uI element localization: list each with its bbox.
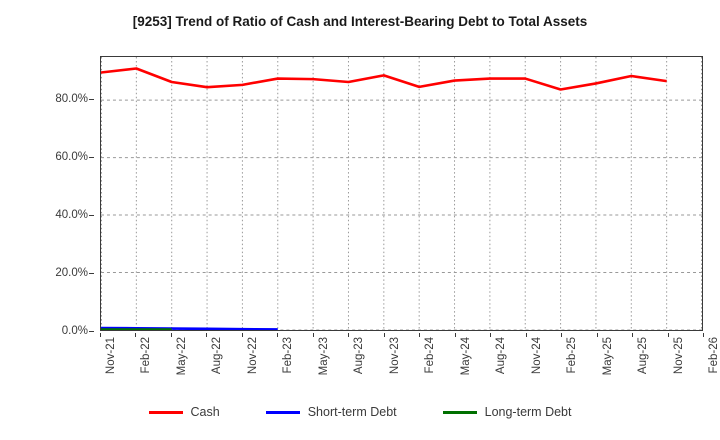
chart-title: [9253] Trend of Ratio of Cash and Intere… [132, 14, 588, 29]
x-axis-tick-label: Aug-22 [211, 337, 224, 375]
x-axis-tick-label: Nov-24 [530, 337, 543, 375]
x-axis-tick-mark [525, 333, 527, 337]
chart-legend: Cash Short-term Debt Long-term Debt [0, 405, 720, 419]
x-axis-tick-mark [135, 333, 137, 337]
x-axis-tick-mark [100, 333, 101, 337]
x-axis-tick-label: Feb-26 [708, 337, 720, 374]
legend-item[interactable]: Long-term Debt [442, 405, 572, 419]
y-axis-tick-label: 80.0% [55, 93, 88, 106]
x-axis-tick-label: Aug-23 [353, 337, 366, 375]
x-axis-tick-label: Aug-24 [495, 337, 508, 375]
y-axis-tick-label: 0.0% [61, 325, 88, 337]
x-axis-tick-label: Feb-24 [424, 337, 437, 374]
x-axis-tick-mark [383, 333, 385, 337]
y-axis-tick-mark [89, 331, 94, 332]
legend-line-icon [148, 410, 183, 414]
x-axis-tick-label: Nov-25 [672, 337, 685, 375]
x-axis-tick-label: May-23 [317, 337, 330, 376]
x-axis-tick-mark [312, 333, 314, 337]
x-axis-tick-label: May-24 [459, 337, 472, 376]
x-axis-tick-mark [490, 333, 492, 337]
x-axis-tick-mark [277, 333, 279, 337]
x-axis-tick-mark [596, 333, 598, 337]
x-axis-tick-mark [348, 333, 350, 337]
legend-line-icon [442, 410, 477, 414]
y-axis-tick-label: 20.0% [55, 267, 88, 280]
x-axis-tick-mark [454, 333, 456, 337]
legend-item[interactable]: Cash [148, 405, 220, 419]
x-axis-labels: Nov-21 Feb-22 May-22 Aug-22 Nov-22 Feb-23 May-… [100, 333, 720, 403]
y-axis-tick-mark [89, 273, 94, 275]
x-axis-tick-label: Nov-23 [388, 337, 401, 375]
gridlines [101, 57, 702, 330]
x-axis-tick-label: Feb-22 [140, 337, 153, 374]
x-axis-tick-mark [206, 333, 208, 337]
x-axis-tick-mark [170, 333, 172, 337]
series-lines [101, 67, 667, 330]
legend-item[interactable]: Short-term Debt [265, 405, 397, 419]
x-axis-tick-label: May-22 [175, 337, 188, 376]
x-axis-tick-mark [632, 333, 634, 337]
y-axis-tick-mark [89, 215, 94, 217]
legend-label: Cash [190, 405, 220, 419]
legend-line-icon [265, 410, 300, 414]
y-axis-tick-mark [89, 99, 94, 101]
x-axis-tick-mark [667, 333, 669, 337]
x-axis-tick-label: Aug-25 [637, 337, 650, 375]
y-axis-tick-label: 40.0% [55, 209, 88, 222]
y-axis-tick-label: 60.0% [55, 151, 88, 164]
x-axis-tick-label: Nov-21 [105, 337, 117, 375]
plot-area [100, 56, 703, 331]
legend-label: Short-term Debt [307, 405, 397, 419]
x-axis-tick-mark [419, 333, 421, 337]
x-axis-tick-mark [241, 333, 243, 337]
y-axis-labels: 0.0% 20.0% 40.0% 60.0% 80.0% [0, 56, 94, 337]
x-axis-tick-mark [703, 333, 704, 337]
y-axis-tick-mark [89, 157, 94, 159]
x-axis-tick-label: Feb-23 [282, 337, 295, 374]
x-axis-tick-mark [561, 333, 563, 337]
legend-label: Long-term Debt [484, 405, 572, 419]
x-axis-tick-label: Feb-25 [566, 337, 579, 374]
x-axis-tick-label: Nov-22 [246, 337, 259, 375]
x-axis-tick-label: May-25 [601, 337, 614, 376]
